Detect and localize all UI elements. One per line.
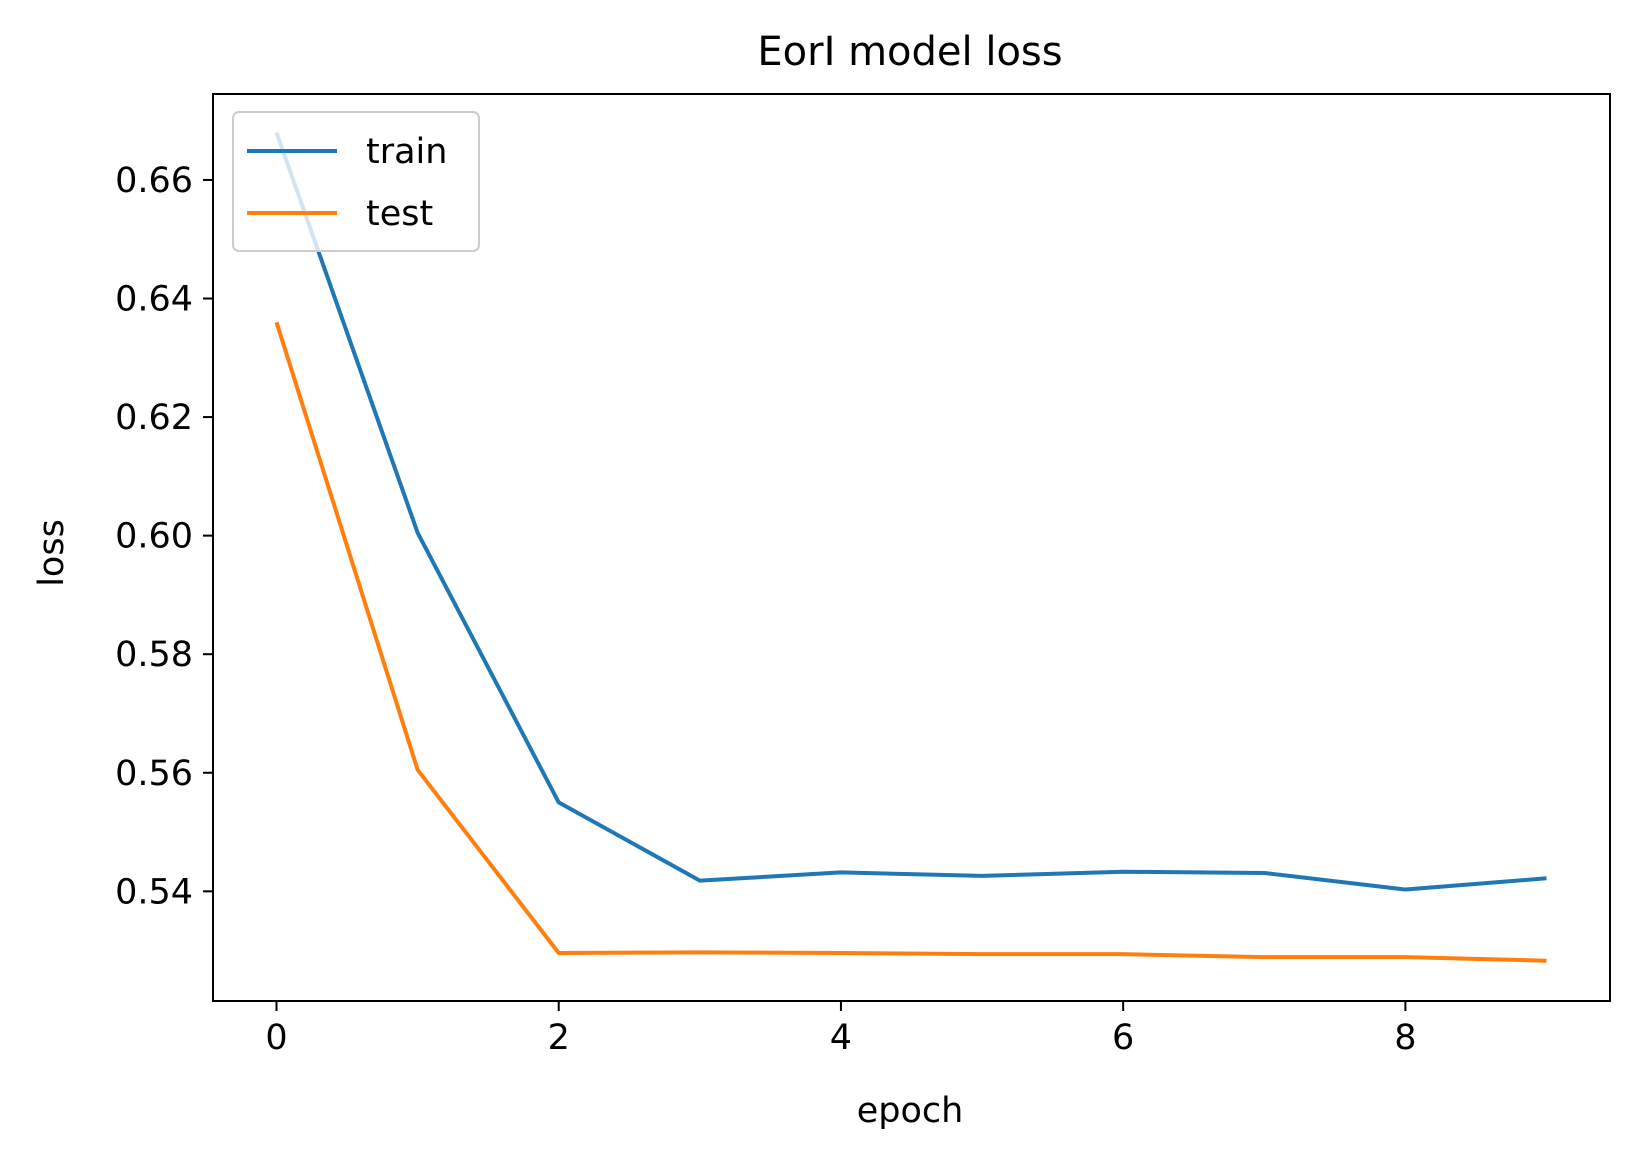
- x-tick-label: 6: [1112, 1018, 1134, 1058]
- y-tick-label: 0.58: [115, 635, 193, 675]
- y-tick-label: 0.60: [115, 517, 193, 557]
- series-line-test: [274, 321, 1547, 963]
- x-tick-label: 8: [1394, 1018, 1416, 1058]
- x-axis-label: epoch: [857, 1091, 964, 1131]
- y-tick-label: 0.64: [115, 280, 193, 320]
- x-tick-label: 4: [830, 1018, 852, 1058]
- x-tick-label: 0: [265, 1018, 287, 1058]
- chart-title: EorI model loss: [757, 29, 1062, 75]
- y-tick-label: 0.54: [115, 872, 193, 912]
- x-tick-label: 2: [548, 1018, 570, 1058]
- legend-label-test: test: [366, 194, 433, 234]
- legend-label-train: train: [366, 132, 447, 172]
- tick-layer: 0 2 4 6 8 0.54 0.56 0.58 0.60 0.62 0.64 0.66: [115, 161, 1416, 1058]
- y-axis-label: loss: [32, 519, 72, 587]
- series-line-train: [274, 131, 1547, 892]
- plot-frame: [212, 93, 1611, 1002]
- y-tick-label: 0.56: [115, 754, 193, 794]
- legend-box: [232, 111, 480, 252]
- series-layer: [274, 131, 1547, 963]
- y-tick-label: 0.62: [115, 398, 193, 438]
- y-tick-label: 0.66: [115, 161, 193, 201]
- legend: train test: [232, 111, 480, 252]
